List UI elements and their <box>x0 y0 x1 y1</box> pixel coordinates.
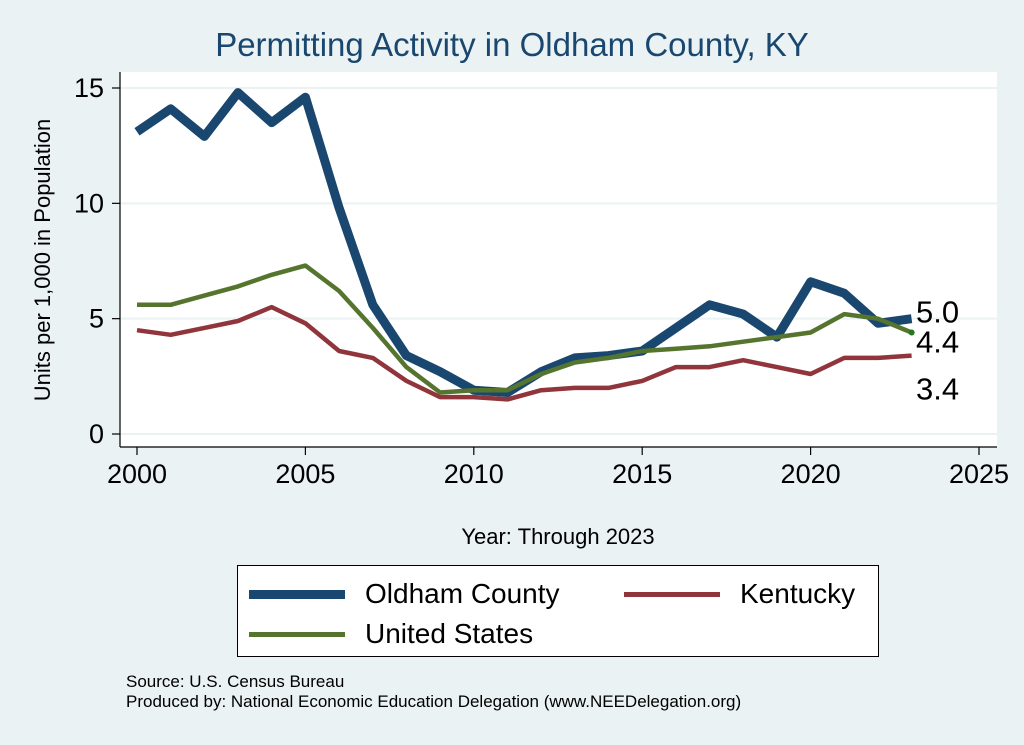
x-tick-label: 2015 <box>612 459 672 489</box>
y-tick-label: 5 <box>89 304 104 334</box>
legend-swatch-us <box>249 631 345 637</box>
y-axis-label: Units per 1,000 in Population <box>30 119 55 402</box>
end-labels: 5.04.4 3.4 <box>916 295 959 407</box>
legend-label-us: United States <box>365 618 534 649</box>
x-axis-label: Year: Through 2023 <box>461 524 654 549</box>
x-tick-label: 2020 <box>781 459 841 489</box>
series-line-united-states <box>137 263 913 395</box>
end-label-2: 3.4 <box>916 372 959 407</box>
source-note: Source: U.S. Census Bureau Produced by: … <box>126 672 741 712</box>
legend-label-oldham: Oldham County <box>365 578 560 609</box>
end-label-0: 5.0 <box>916 295 959 330</box>
x-tick-label: 2005 <box>275 459 335 489</box>
grid-lines <box>120 87 997 435</box>
legend-swatch-kentucky <box>624 591 720 597</box>
x-tick-label: 2010 <box>444 459 504 489</box>
source-line: Source: U.S. Census Bureau <box>126 672 345 691</box>
y-tick-label: 10 <box>74 188 104 218</box>
legend: Oldham County Kentucky United States <box>237 565 879 657</box>
legend-item-kentucky: Kentucky <box>624 578 855 610</box>
legend-swatch-oldham <box>249 589 345 599</box>
plot-svg: 0 5 10 15 2000 2005 2010 2015 2020 2025 5.04.4 3.4… <box>30 72 1009 549</box>
us-end-point <box>908 329 915 336</box>
axes: 0 5 10 15 2000 2005 2010 2015 2020 2025 <box>74 72 1009 489</box>
series-lines <box>134 88 915 402</box>
end-label-1: 4.4 <box>916 325 959 360</box>
produced-by-line: Produced by: National Economic Education… <box>126 692 742 711</box>
x-tick-label: 2025 <box>949 459 1009 489</box>
y-tick-label: 0 <box>89 419 104 449</box>
legend-item-us: United States <box>249 618 533 650</box>
x-tick-label: 2000 <box>107 459 167 489</box>
chart-title: Permitting Activity in Oldham County, KY <box>215 26 809 63</box>
y-tick-label: 15 <box>74 73 104 103</box>
plot-area <box>120 72 997 447</box>
legend-item-oldham: Oldham County <box>249 578 560 610</box>
legend-label-kentucky: Kentucky <box>740 578 856 609</box>
series-line-kentucky <box>136 304 912 402</box>
